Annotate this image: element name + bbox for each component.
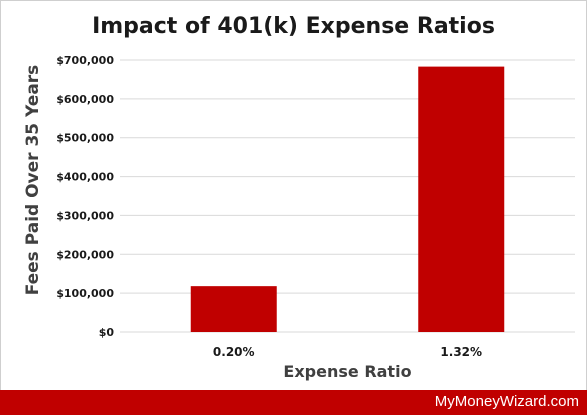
x-tick-label: 0.20% [213, 345, 255, 359]
y-tick-label: $100,000 [56, 287, 114, 300]
bar [190, 286, 277, 332]
y-tick-label: $700,000 [56, 54, 114, 67]
y-tick-labels: $0 $100,000 $200,000 $300,000 $400,000 $500,0… [56, 54, 114, 339]
y-tick-label: $0 [99, 326, 115, 339]
y-tick-label: $500,000 [56, 132, 114, 145]
footer-bar: MyMoneyWizard.com [0, 390, 587, 415]
gridlines [120, 59, 575, 333]
x-tick-label: 1.32% [440, 345, 482, 359]
x-axis-label: Expense Ratio [283, 362, 412, 381]
bars [190, 66, 505, 332]
chart-title: Impact of 401(k) Expense Ratios [92, 14, 495, 39]
x-tick-labels: 0.20% 1.32% [213, 345, 482, 359]
footer-brand: MyMoneyWizard.com [434, 393, 579, 410]
y-tick-label: $600,000 [56, 93, 114, 106]
y-tick-label: $400,000 [56, 171, 114, 184]
y-tick-label: $300,000 [56, 209, 114, 222]
y-tick-label: $200,000 [56, 248, 114, 261]
bar [418, 66, 505, 332]
